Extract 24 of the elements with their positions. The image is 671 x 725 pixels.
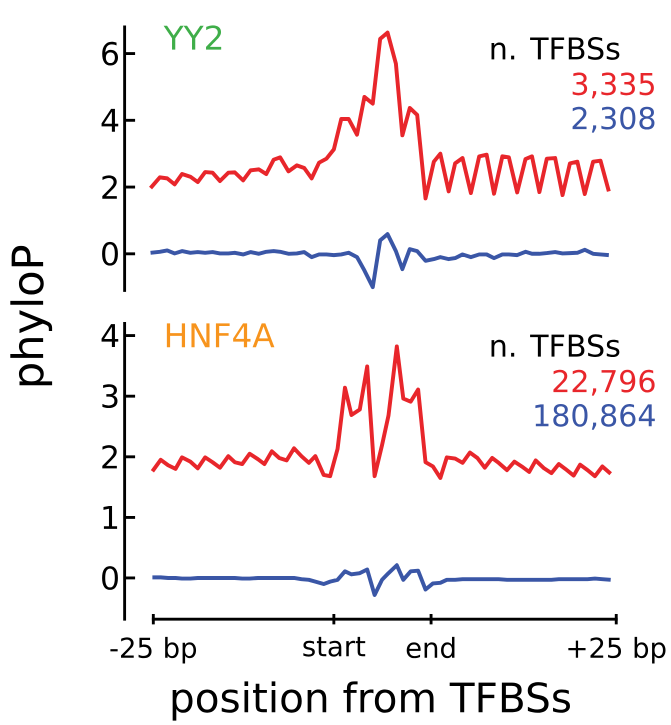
y-tick-label: 6 bbox=[102, 42, 118, 66]
y-tick-label: 4 bbox=[101, 108, 118, 132]
x-tick-label: start bbox=[303, 636, 366, 657]
chart-title: HNF4A bbox=[166, 323, 274, 348]
x-tick-label: +25 bp bbox=[568, 636, 666, 664]
x-tick-label: end bbox=[406, 636, 454, 658]
x-axis-title: position from TFBSs bbox=[172, 681, 570, 721]
text: 3,335 bbox=[572, 72, 654, 98]
y-tick-label: 2 bbox=[102, 175, 117, 199]
y-tick-label: 0 bbox=[102, 566, 118, 590]
y-tick-label: 3 bbox=[102, 384, 118, 408]
legend-title: n. TFBSs bbox=[491, 37, 620, 60]
text: 22,796 bbox=[553, 370, 654, 396]
y-tick-label: 2 bbox=[102, 445, 117, 468]
chart-title: YY2 bbox=[163, 25, 221, 50]
y-tick-label: 4 bbox=[101, 324, 118, 348]
y-tick-label: 1 bbox=[103, 506, 117, 529]
y-tick-label: 0 bbox=[102, 242, 118, 266]
text: 180,864 bbox=[535, 404, 655, 430]
line-series bbox=[148, 232, 611, 290]
legend-title: n. TFBSs bbox=[491, 334, 620, 358]
text: 2,308 bbox=[572, 106, 654, 133]
y-axis-title: phyloP bbox=[10, 246, 52, 386]
x-tick-label: -25 bp bbox=[110, 636, 196, 664]
